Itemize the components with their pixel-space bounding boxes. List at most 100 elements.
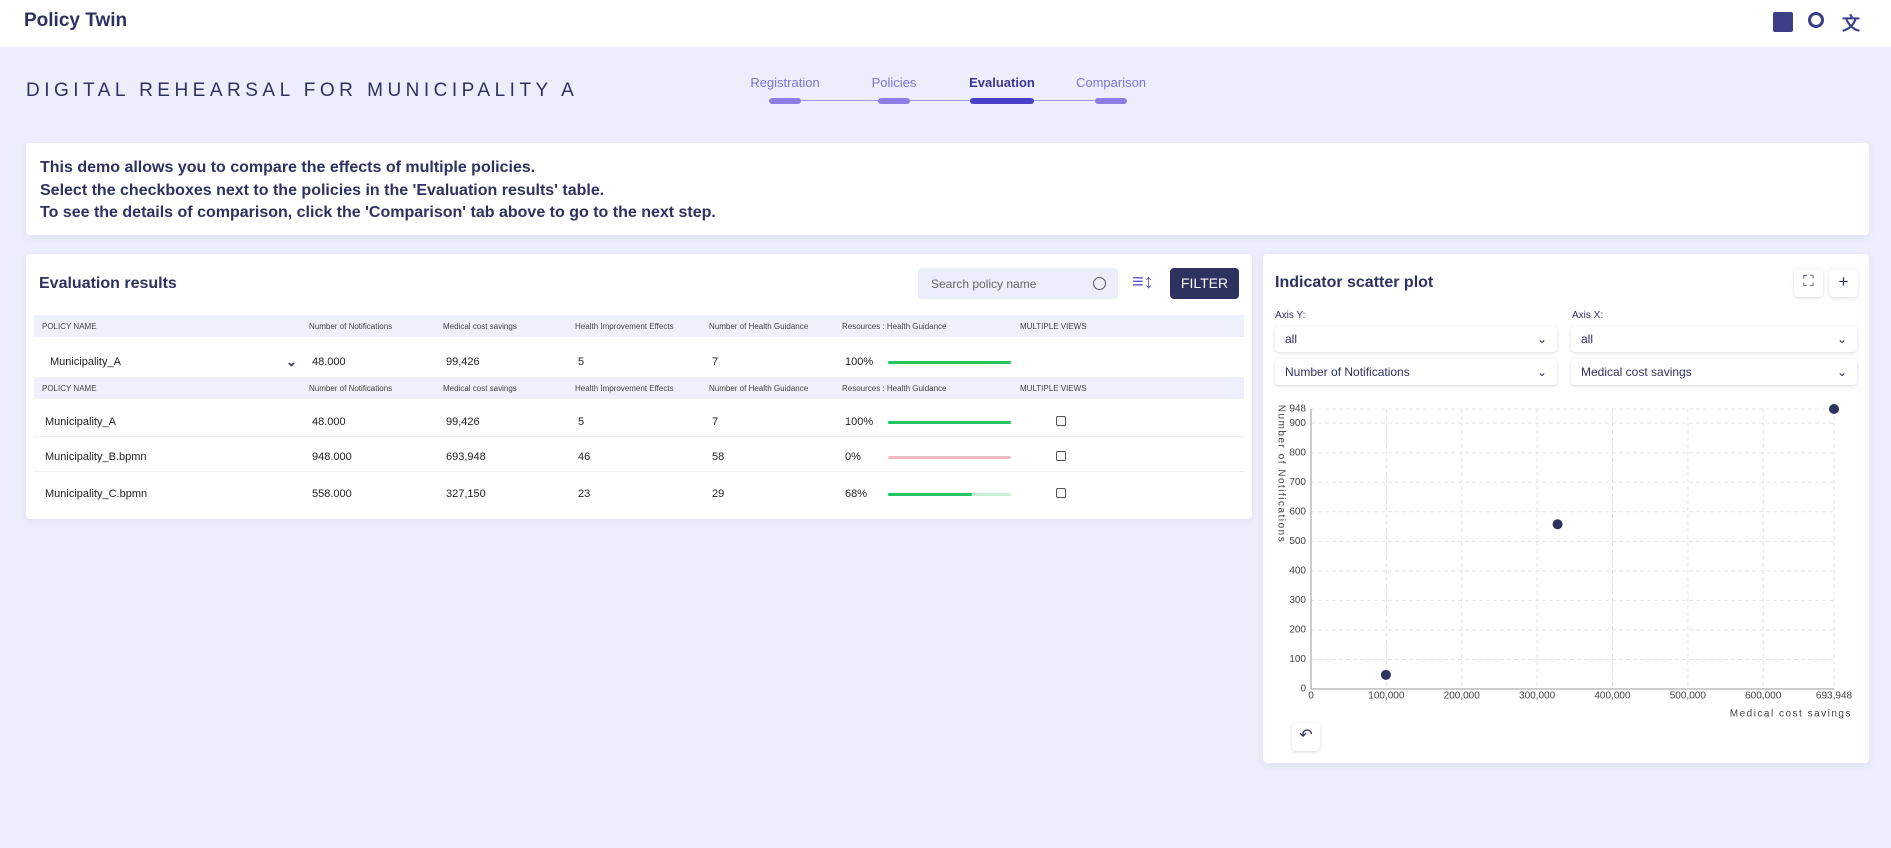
step-bar xyxy=(1095,98,1127,104)
table-cell: 23 xyxy=(578,488,591,500)
table-cell: Municipality_A xyxy=(45,416,116,428)
step-label[interactable]: Evaluation xyxy=(969,75,1035,90)
step-bar xyxy=(878,98,910,104)
table-cell: 5 xyxy=(578,356,585,368)
info-text: This demo allows you to compare the effe… xyxy=(40,157,716,225)
app-title: Policy Twin xyxy=(24,10,128,31)
language-icon[interactable]: 文 xyxy=(1842,14,1860,34)
table-cell: 48.000 xyxy=(312,416,346,428)
y-indicator-select[interactable]: Number of Notifications ⌄ xyxy=(1275,359,1557,385)
table-cell: 7 xyxy=(712,356,719,368)
column-header: POLICY NAME xyxy=(42,322,97,331)
column-header: MULTIPLE VIEWS xyxy=(1020,322,1087,331)
step-label[interactable]: Comparison xyxy=(1075,75,1147,90)
x-tick-label: 600,000 xyxy=(1745,691,1782,702)
fullscreen-button[interactable]: ⛶ xyxy=(1794,269,1823,297)
sort-button[interactable]: ≡↕ xyxy=(1132,271,1154,293)
table-cell: Municipality_B.bpmn xyxy=(45,451,147,463)
step-bar xyxy=(970,98,1034,104)
row-checkbox[interactable] xyxy=(1056,488,1066,498)
x-tick-label: 200,000 xyxy=(1444,691,1481,702)
info-line: This demo allows you to compare the effe… xyxy=(40,159,536,176)
table-cell: 58 xyxy=(712,451,725,463)
chevron: ⌄ xyxy=(1836,332,1847,346)
step-label[interactable]: Policies xyxy=(871,75,917,90)
x-group-select[interactable]: all ⌄ xyxy=(1571,326,1857,352)
table-cell: 99,426 xyxy=(446,356,480,368)
y-tick-label: 200 xyxy=(1289,625,1306,636)
column-header: Number of Notifications xyxy=(309,322,393,331)
x-tick-label: 400,000 xyxy=(1594,691,1631,702)
info-box: This demo allows you to compare the effe… xyxy=(26,143,1869,235)
chevron: ⌄ xyxy=(1836,365,1847,379)
y-tick-label: 700 xyxy=(1289,477,1306,488)
results-panel: Evaluation results Search policy name ≡↕… xyxy=(26,254,1252,519)
table-cell: Municipality_C.bpmn xyxy=(45,488,148,500)
x-tick-label: 693,948 xyxy=(1816,691,1853,702)
step-label[interactable]: Registration xyxy=(750,75,820,90)
y-tick-label: 948 xyxy=(1289,404,1306,415)
info-line: Select the checkboxes next to the polici… xyxy=(40,181,605,199)
row-divider xyxy=(34,436,1244,437)
resource-label: 0% xyxy=(845,451,861,463)
column-header: Resources : Health Guidance xyxy=(842,384,947,393)
y-tick-label: 500 xyxy=(1289,536,1306,547)
column-header: Number of Health Guidance xyxy=(709,322,809,331)
column-header: Medical cost savings xyxy=(443,322,517,331)
settings-icon[interactable] xyxy=(1808,12,1824,28)
scatter-panel: Indicator scatter plot ⛶ + Axis Y: Axis … xyxy=(1263,254,1869,763)
column-header: POLICY NAME xyxy=(42,384,97,393)
row-checkbox[interactable] xyxy=(1056,451,1066,461)
y-tick-label: 900 xyxy=(1289,418,1306,429)
table-cell: 327,150 xyxy=(446,488,486,500)
select-value: Medical cost savings xyxy=(1581,365,1692,379)
y-tick-label: 800 xyxy=(1289,447,1306,458)
search-box[interactable]: Search policy name xyxy=(918,268,1118,299)
x-tick-label: 100,000 xyxy=(1368,691,1405,702)
y-tick-label: 0 xyxy=(1300,684,1306,695)
column-header: Number of Health Guidance xyxy=(709,384,809,393)
select-value: Number of Notifications xyxy=(1285,365,1410,379)
add-button[interactable]: + xyxy=(1829,269,1858,297)
column-header: Health Improvement Effects xyxy=(575,384,674,393)
search-placeholder: Search policy name xyxy=(931,277,1037,291)
x-tick-label: 500,000 xyxy=(1670,691,1707,702)
header: Policy Twin 文 xyxy=(0,0,1891,47)
progress-bar xyxy=(888,421,1011,424)
axis-x-label: Axis X: xyxy=(1572,310,1604,321)
x-tick-label: 0 xyxy=(1308,691,1314,702)
logout-icon[interactable] xyxy=(1773,12,1793,32)
info-line: To see the details of comparison, click … xyxy=(40,204,716,221)
scatter-title: Indicator scatter plot xyxy=(1275,274,1434,291)
table-cell: 46 xyxy=(578,451,591,463)
search-icon xyxy=(1093,277,1106,290)
filter-button[interactable]: FILTER xyxy=(1170,268,1239,299)
point xyxy=(1829,404,1839,414)
table-cell: Municipality_A xyxy=(50,356,121,368)
results-title: Evaluation results xyxy=(39,275,177,292)
table-header-row xyxy=(34,315,1244,337)
table-cell: 99,426 xyxy=(446,416,480,428)
reset-button[interactable]: ↶ xyxy=(1292,723,1320,751)
table-cell: 948.000 xyxy=(312,451,352,463)
resource-label: 68% xyxy=(845,488,868,500)
step-line xyxy=(785,100,1111,101)
y-group-select[interactable]: all ⌄ xyxy=(1275,326,1557,352)
dropdown-chevron[interactable]: ⌄ xyxy=(286,354,297,369)
x-indicator-select[interactable]: Medical cost savings ⌄ xyxy=(1571,359,1857,385)
progress-bar xyxy=(888,493,972,496)
resource-label: 100% xyxy=(845,356,874,368)
y-tick-label: 600 xyxy=(1289,506,1306,517)
point xyxy=(1380,669,1391,680)
table-cell: 48.000 xyxy=(312,356,346,368)
resource-label: 100% xyxy=(845,416,874,428)
column-header: MULTIPLE VIEWS xyxy=(1020,384,1087,393)
row-checkbox[interactable] xyxy=(1056,416,1066,426)
page-title: DIGITAL REHEARSAL FOR MUNICIPALITY A xyxy=(26,80,579,101)
row-divider xyxy=(34,471,1244,472)
progress-track xyxy=(888,456,1011,459)
scatter-chart: 0 100 200 300 400 500 600 700 800 900 948 0 100,000 2… xyxy=(1275,404,1853,720)
y-axis-title: Number of Notifications xyxy=(1275,405,1286,543)
column-header: Health Improvement Effects xyxy=(575,322,674,331)
